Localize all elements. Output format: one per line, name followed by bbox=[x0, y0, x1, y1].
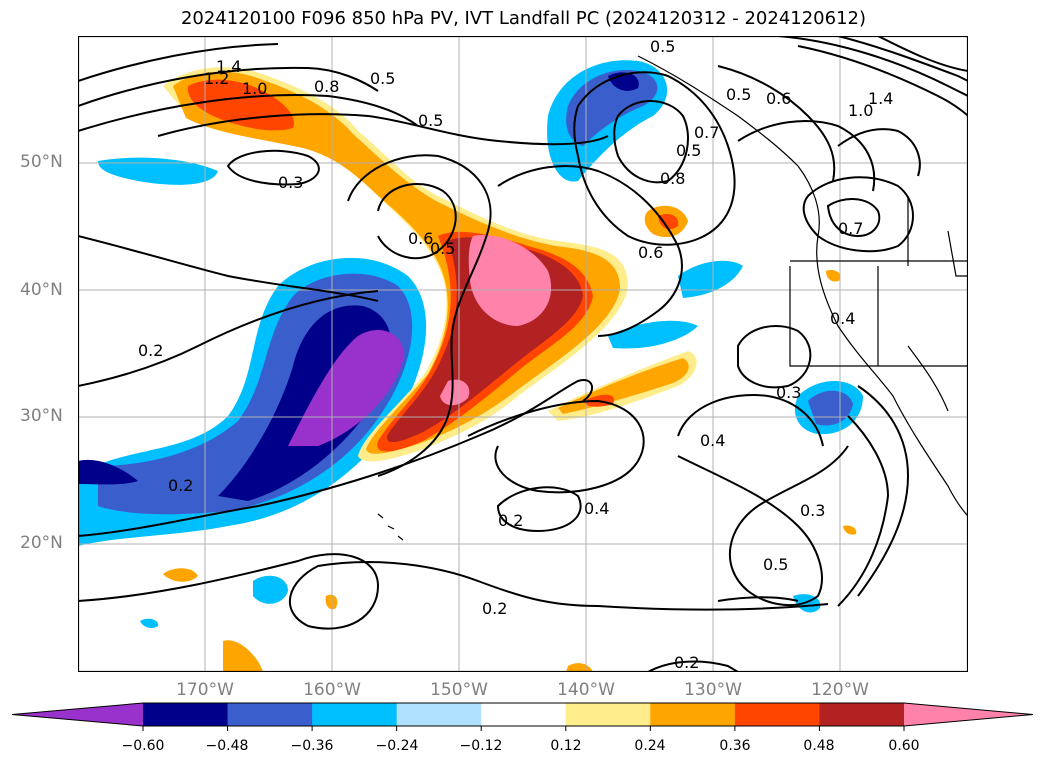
colorbar-extend-left bbox=[12, 703, 143, 726]
contour-label: 1.0 bbox=[848, 101, 873, 120]
colorbar-tick: 0.36 bbox=[719, 738, 751, 754]
positive-pv-shading bbox=[163, 67, 857, 672]
contour-label: 0.4 bbox=[700, 431, 725, 450]
colorbar-segment bbox=[819, 703, 905, 726]
lat-label: 50°N bbox=[20, 152, 63, 172]
contour-label: 0.6 bbox=[408, 229, 433, 248]
colorbar-tick: 0.24 bbox=[634, 738, 666, 754]
lat-label: 40°N bbox=[20, 280, 63, 300]
map-title: 2024120100 F096 850 hPa PV, IVT Landfall… bbox=[180, 8, 867, 29]
contour-label: 0.2 bbox=[498, 511, 523, 530]
contour-label: 0.2 bbox=[482, 599, 507, 618]
colorbar-segment bbox=[396, 703, 482, 726]
contour-label: 0.5 bbox=[763, 555, 788, 574]
colorbar-segment bbox=[143, 703, 229, 726]
lon-label: 170°W bbox=[176, 680, 234, 700]
contour-label: 0.8 bbox=[660, 169, 685, 188]
colorbar-tick: 0.48 bbox=[803, 738, 835, 754]
colorbar-tick: −0.12 bbox=[459, 738, 503, 754]
contour-label: 0.4 bbox=[830, 309, 855, 328]
contour-labels: 1.4 1.2 1.0 0.8 0.5 0.5 0.3 0.6 0.5 0.5 … bbox=[138, 37, 893, 672]
contour-label: 0.7 bbox=[838, 219, 863, 238]
contour-label: 0.2 bbox=[674, 653, 699, 672]
colorbar-segment bbox=[734, 703, 820, 726]
colorbar-tick: −0.60 bbox=[121, 738, 165, 754]
lon-label: 150°W bbox=[430, 680, 488, 700]
graticule bbox=[78, 36, 968, 672]
contour-label: 0.5 bbox=[726, 85, 751, 104]
lon-label: 130°W bbox=[684, 680, 742, 700]
contour-label: 0.5 bbox=[676, 141, 701, 160]
coastlines bbox=[377, 36, 968, 541]
contour-label: 1.2 bbox=[204, 69, 229, 88]
contour-label: 0.8 bbox=[314, 77, 339, 96]
colorbar-segment bbox=[227, 703, 313, 726]
pv-contours bbox=[78, 36, 968, 672]
contour-label: 0.7 bbox=[694, 123, 719, 142]
contour-label: 0.5 bbox=[370, 69, 395, 88]
contour-label: 0.5 bbox=[430, 239, 455, 258]
contour-label: 0.2 bbox=[138, 341, 163, 360]
contour-label: 1.4 bbox=[868, 89, 893, 108]
contour-label: 1.0 bbox=[242, 79, 267, 98]
contour-label: 0.3 bbox=[800, 501, 825, 520]
contour-label: 0.6 bbox=[638, 243, 663, 262]
colorbar-tick: 0.12 bbox=[550, 738, 582, 754]
colorbar-extend-right bbox=[904, 703, 1033, 726]
lon-label: 120°W bbox=[811, 680, 869, 700]
colorbar-tick: −0.24 bbox=[375, 738, 419, 754]
colorbar-tick: 0.60 bbox=[888, 738, 920, 754]
lat-label: 20°N bbox=[20, 533, 63, 553]
contour-label: 0.5 bbox=[650, 37, 675, 56]
lat-label: 30°N bbox=[20, 406, 63, 426]
map-panel: 1.4 1.2 1.0 0.8 0.5 0.5 0.3 0.6 0.5 0.5 … bbox=[77, 35, 969, 673]
colorbar-segment bbox=[565, 703, 651, 726]
contour-label: 0.5 bbox=[418, 111, 443, 130]
colorbar-segment bbox=[650, 703, 736, 726]
lon-label: 160°W bbox=[303, 680, 361, 700]
colorbar-tick: −0.36 bbox=[290, 738, 334, 754]
contour-label: 0.2 bbox=[168, 476, 193, 495]
contour-label: 0.3 bbox=[776, 383, 801, 402]
colorbar-segment bbox=[481, 703, 567, 726]
colorbar-segment bbox=[312, 703, 398, 726]
contour-label: 0.6 bbox=[766, 89, 791, 108]
contour-label: 0.4 bbox=[584, 499, 609, 518]
contour-label: 0.3 bbox=[278, 173, 303, 192]
map-canvas: 1.4 1.2 1.0 0.8 0.5 0.5 0.3 0.6 0.5 0.5 … bbox=[77, 35, 969, 673]
colorbar-tick: −0.48 bbox=[205, 738, 249, 754]
colorbar bbox=[11, 702, 1034, 731]
contour-label: 1.4 bbox=[216, 57, 241, 76]
lon-label: 140°W bbox=[557, 680, 615, 700]
